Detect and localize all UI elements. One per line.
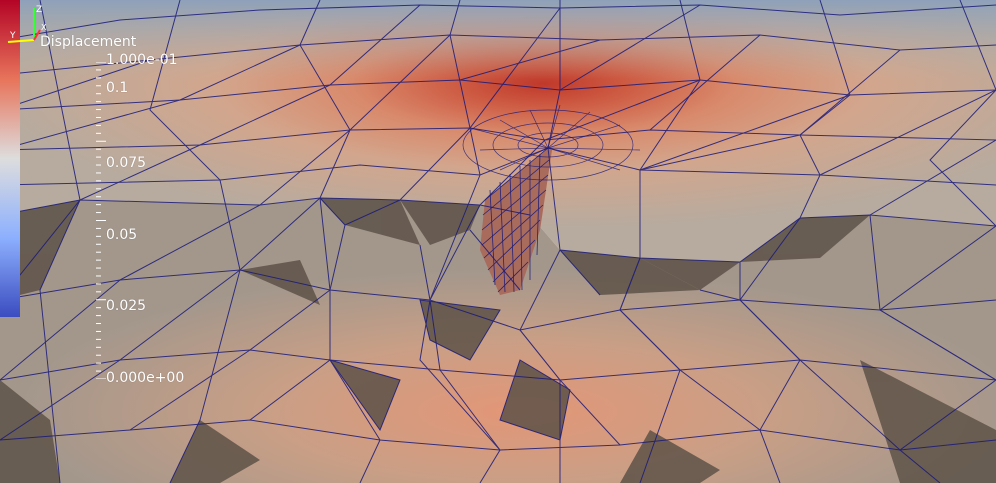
legend-min-label: 0.000e+00 — [106, 370, 184, 386]
legend-title: Displacement — [40, 34, 136, 50]
legend-tick-label: 0.1 — [106, 80, 128, 96]
x-axis-label: X — [41, 23, 47, 32]
orientation-axes-icon: Z Y X — [0, 0, 52, 48]
z-axis-label: Z — [36, 5, 42, 15]
legend-max-label: 1.000e-01 — [106, 52, 178, 68]
legend-tick-marks — [96, 62, 108, 379]
legend-tick-label: 0.075 — [106, 155, 146, 171]
legend-tick-label: 0.05 — [106, 227, 137, 243]
y-axis-label: Y — [9, 31, 16, 41]
legend-tick-label: 0.025 — [106, 298, 146, 314]
